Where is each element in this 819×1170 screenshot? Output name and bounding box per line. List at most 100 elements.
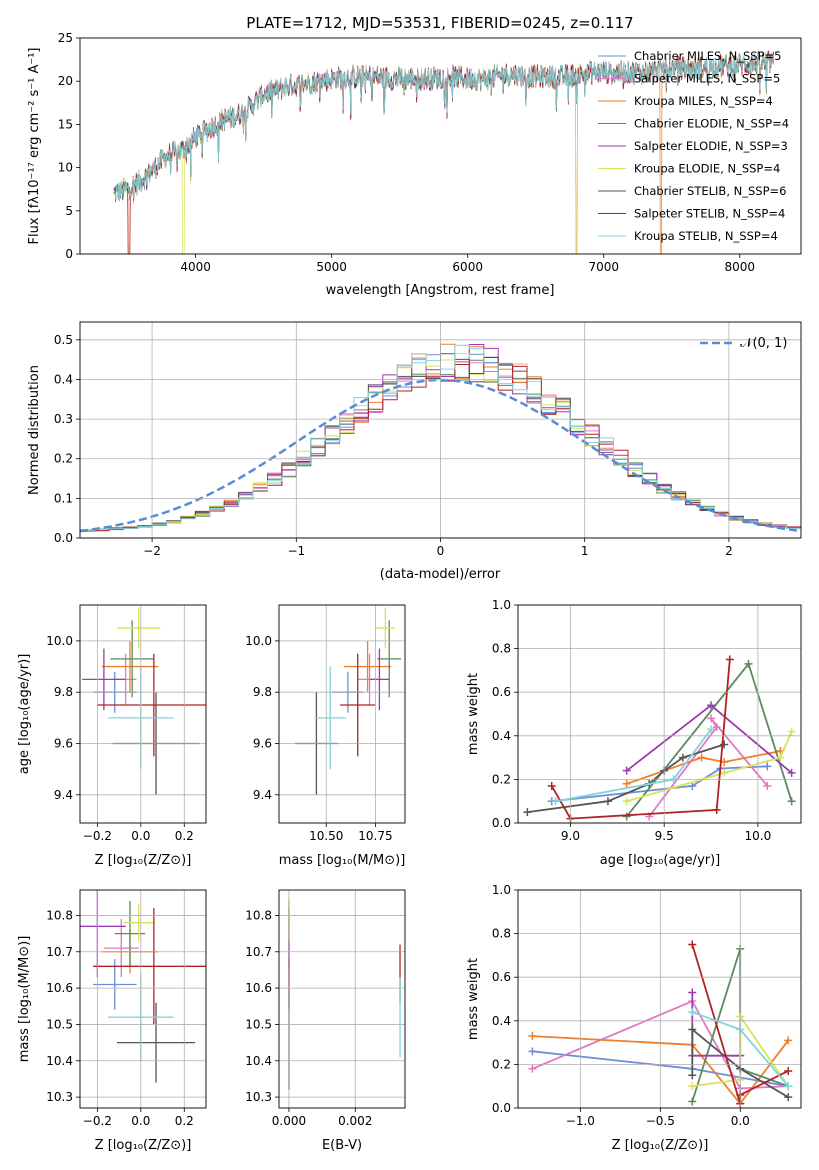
x-tick-label: 10.75 — [358, 829, 392, 843]
y-axis-label: mass weight — [466, 673, 481, 755]
weight-point-marker — [622, 812, 631, 821]
y-axis-label: mass weight — [466, 958, 481, 1040]
axes-frame — [517, 889, 802, 1109]
weight-series-line — [648, 717, 768, 818]
x-tick-label: 9.0 — [561, 829, 580, 843]
y-tick-label: 0.8 — [492, 642, 511, 656]
weight-point-marker — [622, 766, 631, 775]
weight-vs-age-panel: 9.0 9.5 10.0 0.0 0.2 0.4 0.6 0.8 1.0 age [log₁₀(a… — [466, 598, 802, 868]
y-axis-label: age [log₁₀(age/yr)] — [17, 654, 32, 775]
x-tick-label: 4000 — [180, 260, 211, 274]
legend-label: Chabrier MILES, N_SSP=5 — [634, 49, 781, 63]
residuals-panel: −2 −1 0 1 2 0.0 0.1 0.2 0.3 0.4 0.5 (data-model)/er… — [27, 321, 802, 582]
y-tick-label: 0.1 — [54, 491, 73, 505]
x-tick-label: 0.0 — [131, 829, 150, 843]
x-tick-label: 6000 — [452, 260, 483, 274]
weight-point-marker — [707, 725, 716, 734]
y-tick-label: 10 — [58, 161, 73, 175]
axes-frame — [517, 604, 802, 824]
y-tick-label: 5 — [65, 204, 73, 218]
x-tick-label: 5000 — [316, 260, 347, 274]
y-tick-label: 0.8 — [492, 927, 511, 941]
weight-point-marker — [688, 1025, 697, 1034]
x-tick-label: 0.0 — [731, 1114, 750, 1128]
x-axis-label: E(B-V) — [322, 1138, 362, 1153]
legend-label: Salpeter ELODIE, N_SSP=3 — [634, 139, 788, 153]
y-tick-label: 0 — [65, 247, 73, 261]
weight-point-marker — [622, 797, 631, 806]
x-tick-label: 0 — [437, 544, 445, 558]
y-tick-label: 9.4 — [253, 788, 272, 802]
x-tick-label: 0.0 — [131, 1114, 150, 1128]
y-tick-label: 10.6 — [245, 981, 272, 995]
weight-point-marker — [725, 655, 734, 664]
y-tick-label: 0.5 — [54, 333, 73, 347]
x-tick-label: 2 — [725, 544, 733, 558]
spectrum-plot-area — [113, 50, 774, 254]
y-tick-label: 9.8 — [54, 685, 73, 699]
y-tick-label: 1.0 — [492, 598, 511, 612]
weight-point-marker — [688, 1008, 697, 1017]
mass-vs-z-panel: −0.2 0.0 0.2 10.3 10.4 10.5 10.6 10.7 10.8 Z [log… — [17, 889, 207, 1153]
age-vs-mass-plot-area — [294, 607, 402, 795]
legend-label: Salpeter MILES, N_SSP=5 — [634, 72, 780, 86]
y-axis-label: mass [log₁₀(M/M⊙)] — [17, 936, 32, 1063]
legend-label: Kroupa ELODIE, N_SSP=4 — [634, 162, 780, 176]
y-tick-label: 10.7 — [245, 945, 272, 959]
mass-vs-ebv-panel: 0.000 0.002 10.3 10.4 10.5 10.6 10.7 10.8 E(B-V) — [245, 889, 406, 1153]
y-tick-label: 9.6 — [54, 736, 73, 750]
weight-point-marker — [528, 1064, 537, 1073]
y-tick-label: 10.3 — [245, 1090, 272, 1104]
weight-point-marker — [688, 988, 697, 997]
x-tick-label: −0.2 — [83, 829, 112, 843]
axes-frame — [278, 604, 406, 824]
weight-point-marker — [712, 723, 721, 732]
age-vs-z-panel: −0.2 0.0 0.2 9.4 9.6 9.8 10.0 Z [log₁₀(Z/Z⊙)] ag… — [17, 604, 207, 868]
y-axis-label: Normed distribution — [27, 365, 42, 495]
x-tick-label: −0.2 — [83, 1114, 112, 1128]
weight-point-marker — [707, 701, 716, 710]
weight-point-marker — [688, 1071, 697, 1080]
y-tick-label: 0.0 — [492, 816, 511, 830]
weight-point-marker — [688, 940, 697, 949]
x-tick-label: −1 — [287, 544, 305, 558]
weight-point-marker — [763, 762, 772, 771]
axes-frame — [79, 604, 207, 824]
y-tick-label: 15 — [58, 117, 73, 131]
y-tick-label: 10.0 — [46, 634, 73, 648]
weight-point-marker — [787, 768, 796, 777]
weight-series-line — [626, 731, 793, 803]
y-tick-label: 9.4 — [54, 788, 73, 802]
weight-point-marker — [744, 659, 753, 668]
weight-point-marker — [528, 1047, 537, 1056]
weight-point-marker — [784, 1036, 793, 1045]
x-tick-label: 9.5 — [655, 829, 674, 843]
y-tick-label: 9.8 — [253, 685, 272, 699]
y-tick-label: 9.6 — [253, 736, 272, 750]
spectrum-legend: Chabrier MILES, N_SSP=5 Salpeter MILES, N… — [598, 49, 789, 243]
y-tick-label: 10.3 — [46, 1090, 73, 1104]
legend-label: Kroupa MILES, N_SSP=4 — [634, 94, 773, 108]
x-tick-label: 0.002 — [338, 1114, 372, 1128]
weight-point-marker — [603, 797, 612, 806]
y-tick-label: 0.2 — [492, 1057, 511, 1071]
weight-series-line — [527, 743, 725, 813]
x-tick-label: 0.2 — [175, 829, 194, 843]
y-tick-label: 25 — [58, 31, 73, 45]
weight-point-marker — [688, 1082, 697, 1091]
y-tick-label: 10.5 — [46, 1017, 73, 1031]
weight-point-marker — [523, 808, 532, 817]
weight-series-line — [550, 659, 731, 820]
y-tick-label: 0.2 — [492, 772, 511, 786]
y-tick-label: 10.4 — [245, 1054, 272, 1068]
x-tick-label: −2 — [143, 544, 161, 558]
x-axis-label: (data-model)/error — [380, 567, 501, 582]
axes-frame — [278, 889, 406, 1109]
y-tick-label: 0.2 — [54, 452, 73, 466]
y-tick-label: 0.0 — [54, 531, 73, 545]
weight-point-marker — [776, 753, 785, 762]
x-tick-label: 8000 — [725, 260, 756, 274]
weight-point-marker — [551, 797, 560, 806]
weight-series-line — [532, 1000, 789, 1090]
x-tick-label: 0.2 — [175, 1114, 194, 1128]
